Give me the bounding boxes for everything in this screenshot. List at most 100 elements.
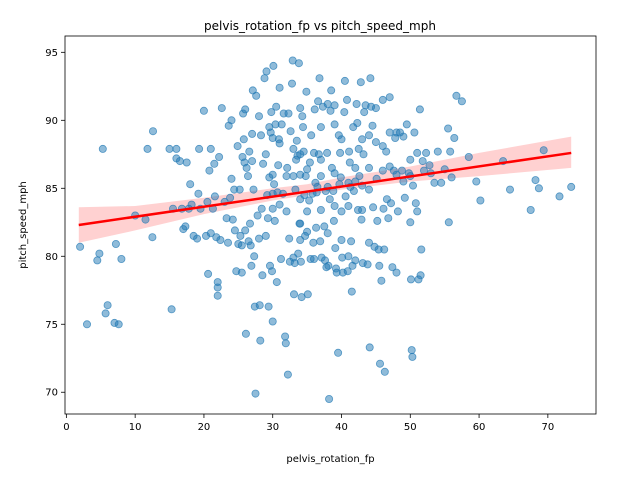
data-point [83,320,92,329]
data-point [248,129,257,138]
data-point [195,144,204,153]
data-point [337,135,346,144]
data-point [275,200,284,209]
data-point [353,119,362,128]
data-point [320,222,329,231]
data-point [298,112,307,121]
data-point [289,144,298,153]
y-tick-label: 95 [45,48,58,59]
data-point [272,278,281,287]
data-point [181,222,190,231]
data-point [258,271,267,280]
data-point [206,229,215,238]
data-point [289,172,298,181]
data-point [433,147,442,156]
data-point [408,181,417,190]
data-point [268,204,277,213]
data-point [336,148,345,157]
data-point [464,152,473,161]
data-point [215,152,224,161]
data-point [330,101,339,110]
data-point [292,136,301,145]
data-point [205,166,214,175]
plot-area [64,35,597,415]
data-point [355,172,364,181]
data-point [371,104,380,113]
data-point [345,147,354,156]
data-point [567,182,576,191]
data-point [315,74,324,83]
data-point [241,226,250,235]
data-point [446,147,455,156]
data-point [337,207,346,216]
data-point [337,235,346,244]
data-point [380,245,389,254]
x-tick-label: 40 [335,422,348,433]
data-point [276,254,285,263]
x-tick-label: 0 [63,422,69,433]
x-tick-label: 60 [473,422,486,433]
data-point [314,97,323,106]
data-point [347,237,356,246]
data-point [539,146,548,155]
data-point [408,352,417,361]
data-point [302,87,311,96]
data-point [213,283,222,292]
data-point [354,144,363,153]
data-point [351,163,360,172]
data-point [257,204,266,213]
data-point [281,332,290,341]
data-point [246,241,255,250]
data-point [253,211,262,220]
data-point [397,166,406,175]
data-point [76,242,85,251]
data-point [287,79,296,88]
x-tick-label: 30 [266,422,279,433]
data-point [411,199,420,208]
data-point [325,394,334,403]
data-point [407,346,416,355]
data-point [309,238,318,247]
data-point [286,127,295,136]
data-point [368,121,377,130]
data-point [316,205,325,214]
data-point [203,197,212,206]
data-point [296,257,305,266]
data-point [341,192,350,201]
data-point [227,174,236,183]
data-point [365,343,374,352]
data-point [392,268,401,277]
data-point [358,205,367,214]
data-point [366,74,375,83]
data-point [472,177,481,186]
data-point [378,95,387,104]
data-point [316,155,325,164]
data-point [235,185,244,194]
data-point [406,155,415,164]
data-point [210,192,219,201]
data-point [402,120,411,129]
data-point [284,109,293,118]
data-point [277,120,286,129]
data-point [305,196,314,205]
y-axis: 70 75 80 85 90 95 [45,48,65,399]
data-point [340,76,349,85]
data-point [505,185,514,194]
data-point [252,91,261,100]
data-point [325,195,334,204]
data-point [251,389,260,398]
data-point [245,219,254,228]
data-point [167,305,176,314]
data-point [223,238,232,247]
data-point [331,244,340,253]
data-point [422,148,431,157]
data-point [148,127,157,136]
data-point [534,184,543,193]
data-point [476,196,485,205]
data-point [316,123,325,132]
data-point [327,86,336,95]
data-point [261,150,270,159]
data-point [237,268,246,277]
data-point [413,148,422,157]
data-point [213,291,222,300]
